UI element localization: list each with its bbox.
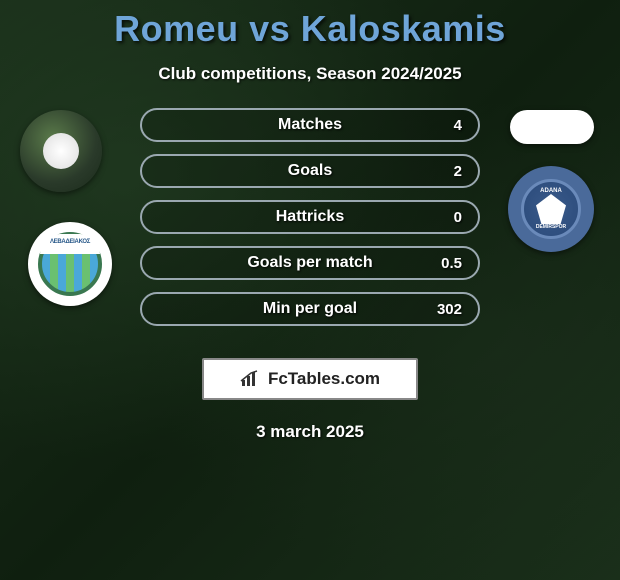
stat-label: Matches [140,116,480,134]
stats-table: Matches 4 Goals 2 Hattricks 0 Goals per … [140,108,480,338]
stat-row-hattricks: Hattricks 0 [140,200,480,234]
stat-row-goals: Goals 2 [140,154,480,188]
club-right-badge: ADANA DEMIRSPOR [508,166,594,252]
stat-row-matches: Matches 4 [140,108,480,142]
player-right-avatar [510,110,594,144]
brand-box[interactable]: FcTables.com [202,358,418,400]
player-left-avatar [20,110,102,192]
stat-right-value: 0 [432,209,462,226]
stat-row-goals-per-match: Goals per match 0.5 [140,246,480,280]
club-left-label: ΛΕΒΑΔΕΙΑΚΟΣ [42,239,98,245]
brand-text: FcTables.com [268,369,380,389]
date-label: 3 march 2025 [0,422,620,442]
stat-label: Goals [140,162,480,180]
subtitle: Club competitions, Season 2024/2025 [0,64,620,84]
stat-right-value: 4 [432,117,462,134]
stat-row-min-per-goal: Min per goal 302 [140,292,480,326]
club-left-badge: ΛΕΒΑΔΕΙΑΚΟΣ [28,222,112,306]
stat-label: Min per goal [140,300,480,318]
club-right-label-top: ADANA [524,188,578,194]
stat-right-value: 302 [432,301,462,318]
club-right-label-bottom: DEMIRSPOR [524,224,578,230]
stat-label: Goals per match [140,254,480,272]
comparison-area: ΛΕΒΑΔΕΙΑΚΟΣ ADANA DEMIRSPOR Matches 4 Go… [0,108,620,358]
stat-right-value: 2 [432,163,462,180]
page-title: Romeu vs Kaloskamis [0,0,620,50]
stat-label: Hattricks [140,208,480,226]
chart-icon [240,370,262,388]
stat-right-value: 0.5 [432,255,462,272]
